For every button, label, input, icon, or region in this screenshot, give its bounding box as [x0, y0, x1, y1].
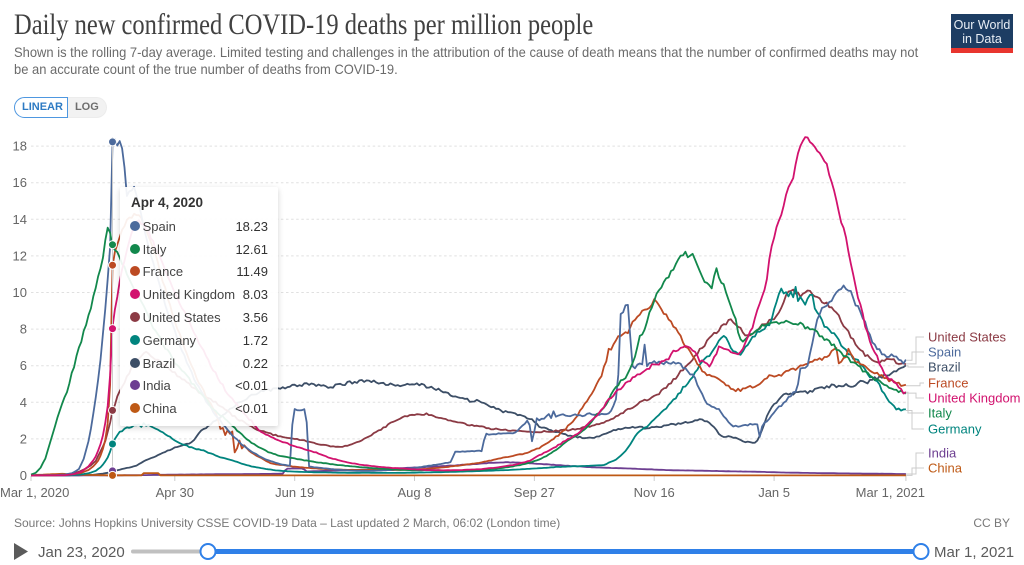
- svg-text:0: 0: [20, 468, 27, 483]
- svg-text:12: 12: [13, 248, 27, 263]
- svg-text:10: 10: [13, 285, 27, 300]
- svg-text:Apr 30: Apr 30: [156, 485, 194, 500]
- svg-text:China: China: [928, 461, 963, 476]
- svg-text:Nov 16: Nov 16: [634, 485, 675, 500]
- svg-text:United Kingdom: United Kingdom: [928, 391, 1021, 406]
- svg-text:France: France: [928, 376, 968, 391]
- svg-text:Sep 27: Sep 27: [514, 485, 555, 500]
- svg-text:Italy: Italy: [928, 406, 952, 421]
- svg-text:Brazil: Brazil: [928, 360, 961, 375]
- svg-text:Jan 5: Jan 5: [758, 485, 790, 500]
- svg-text:Aug 8: Aug 8: [398, 485, 432, 500]
- svg-text:6: 6: [20, 358, 27, 373]
- svg-text:8: 8: [20, 322, 27, 337]
- svg-text:Germany: Germany: [928, 422, 982, 437]
- svg-text:16: 16: [13, 175, 27, 190]
- svg-text:4: 4: [20, 395, 27, 410]
- svg-text:Spain: Spain: [928, 345, 961, 360]
- svg-text:18: 18: [13, 139, 27, 154]
- svg-text:2: 2: [20, 431, 27, 446]
- svg-text:United States: United States: [928, 330, 1007, 345]
- svg-text:Mar 1, 2020: Mar 1, 2020: [0, 485, 69, 500]
- svg-text:14: 14: [13, 212, 27, 227]
- svg-text:Jun 19: Jun 19: [275, 485, 314, 500]
- svg-text:Mar 1, 2021: Mar 1, 2021: [856, 485, 925, 500]
- svg-text:India: India: [928, 446, 957, 461]
